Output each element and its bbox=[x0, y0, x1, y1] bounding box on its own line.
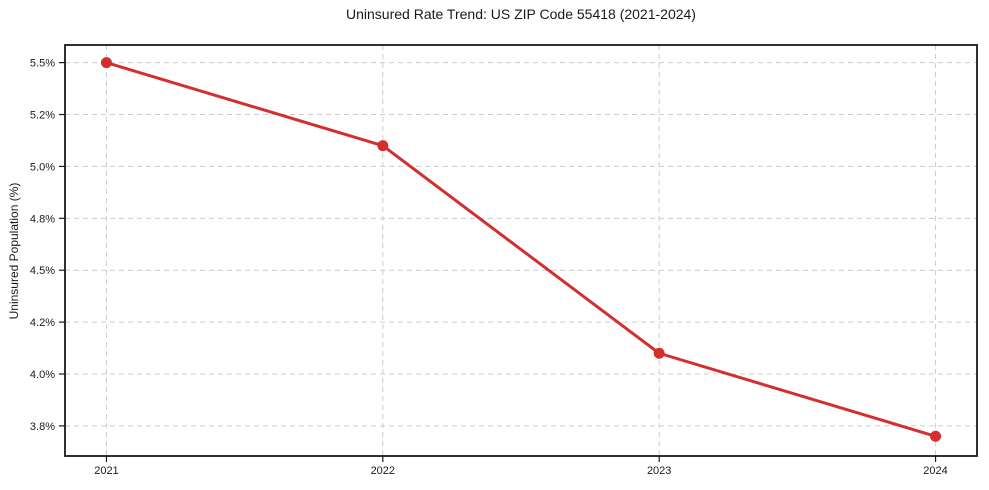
plot-border bbox=[64, 44, 978, 457]
x-tick-label: 2024 bbox=[923, 465, 947, 477]
trend-line bbox=[104, 61, 938, 438]
y-tick-label: 5.2% bbox=[30, 110, 55, 122]
chart-title: Uninsured Rate Trend: US ZIP Code 55418 … bbox=[346, 6, 696, 22]
y-tick-label: 3.8% bbox=[30, 421, 55, 433]
x-tick-label: 2023 bbox=[647, 465, 671, 477]
data-point-marker bbox=[653, 347, 665, 359]
x-tick-label: 2022 bbox=[371, 465, 395, 477]
data-point-marker bbox=[100, 57, 112, 69]
y-tick-label: 4.5% bbox=[30, 265, 55, 277]
y-tick-label: 5.0% bbox=[30, 161, 55, 173]
x-tick-label: 2021 bbox=[94, 465, 118, 477]
data-point-marker bbox=[377, 140, 389, 152]
y-tick-label: 5.5% bbox=[30, 58, 55, 70]
data-point-marker bbox=[930, 430, 942, 442]
y-tick-label: 4.8% bbox=[30, 213, 55, 225]
y-tick-label: 4.0% bbox=[30, 369, 55, 381]
y-tick-label: 4.2% bbox=[30, 317, 55, 329]
